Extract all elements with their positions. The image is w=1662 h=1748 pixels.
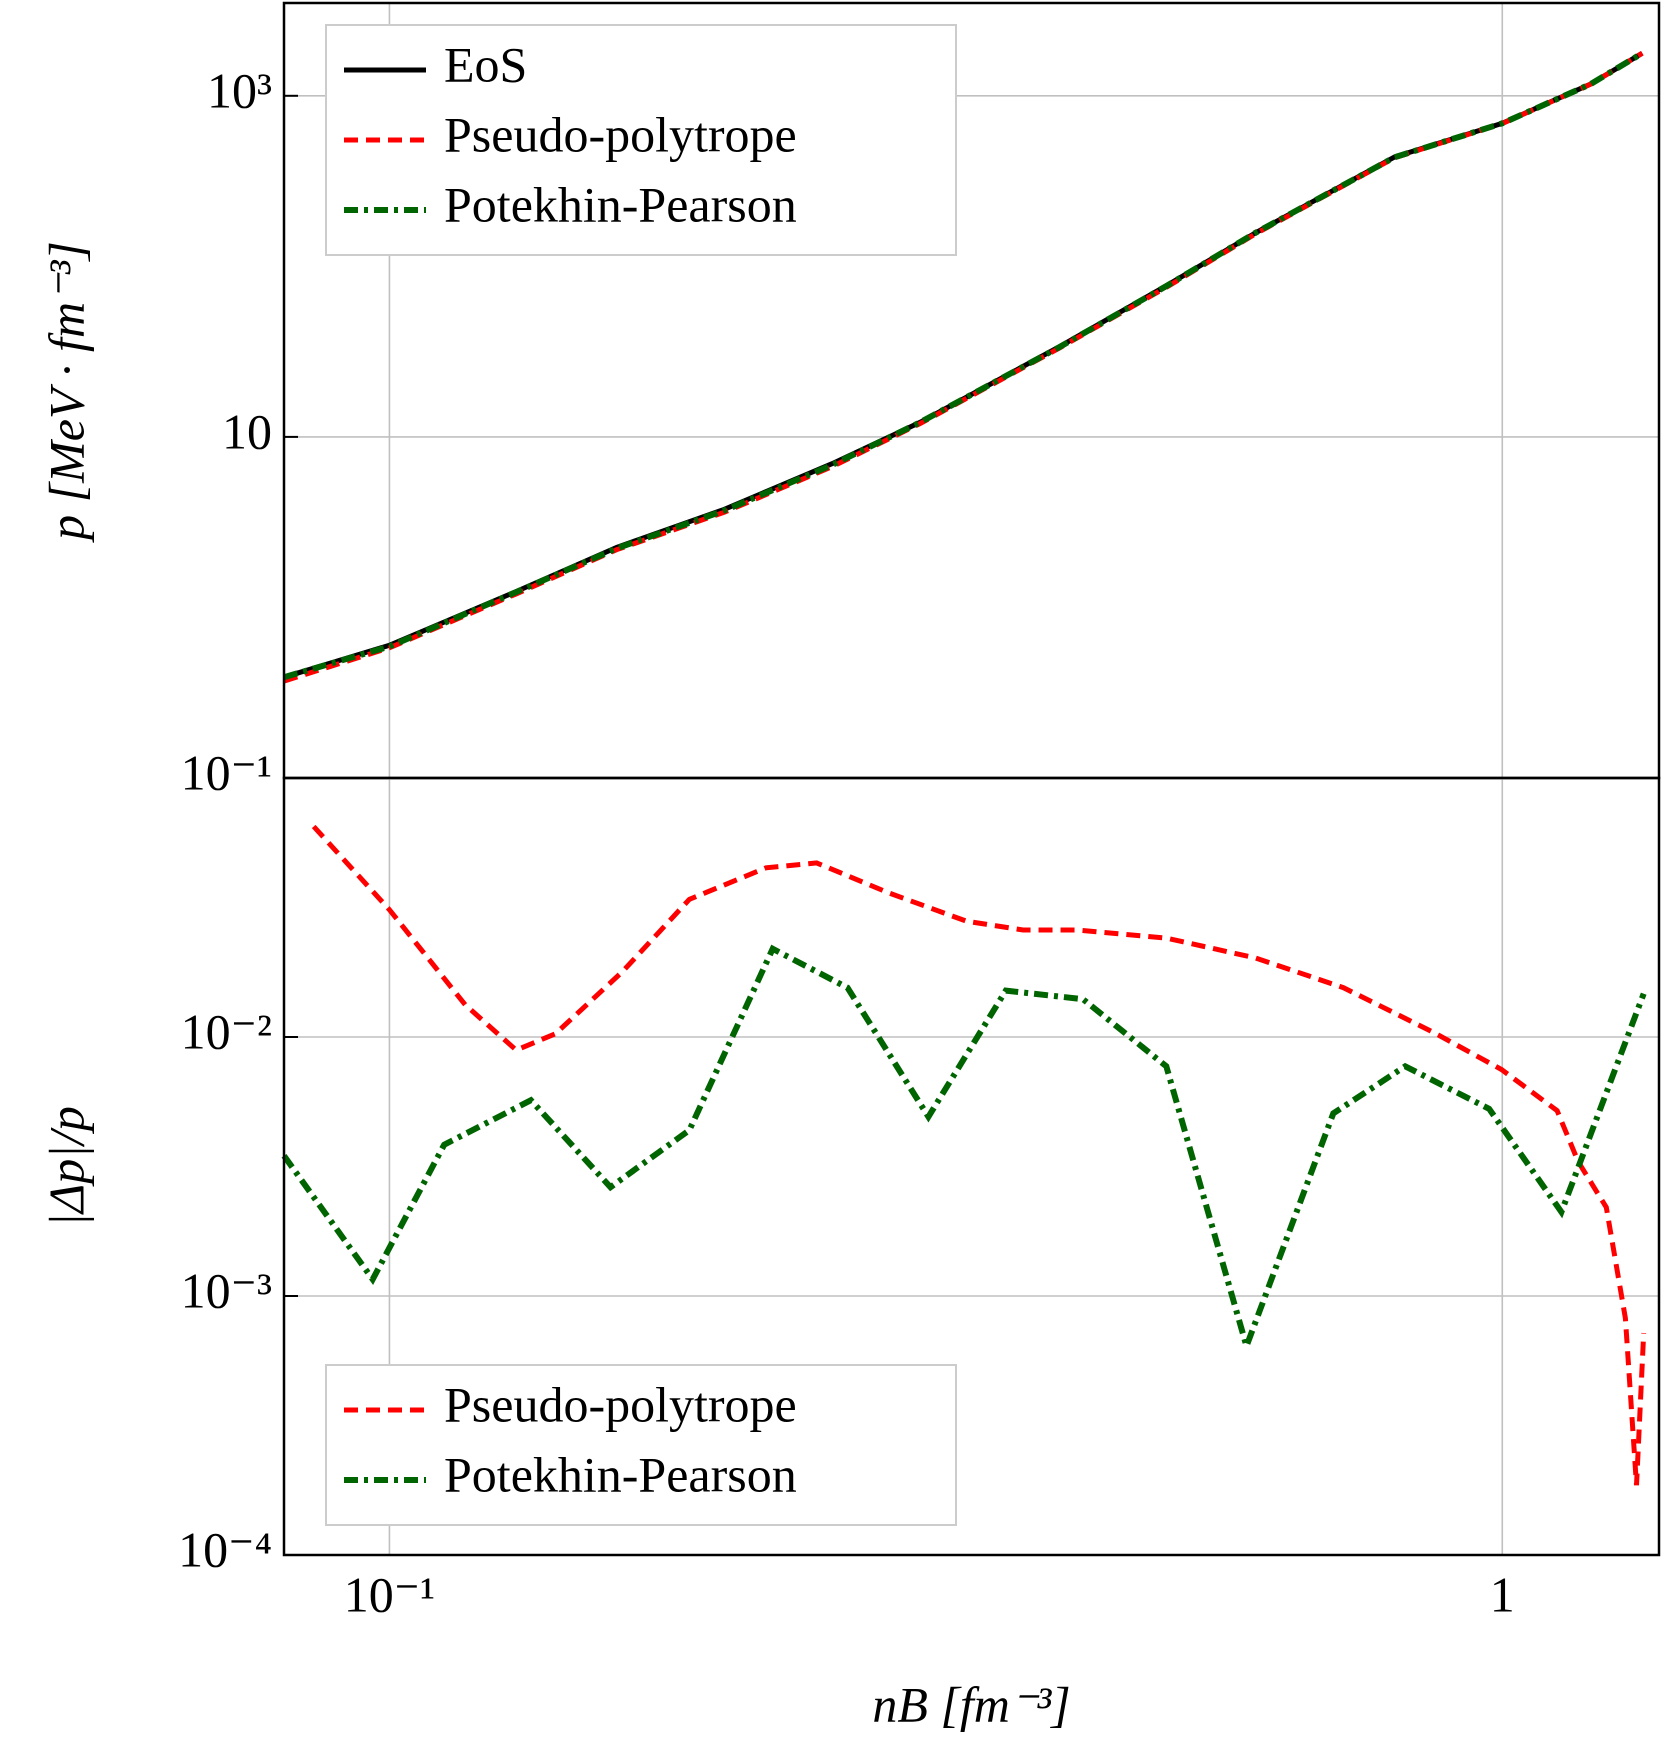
legend: Pseudo-polytrope Potekhin-Pearson: [325, 1364, 957, 1526]
y-axis-label: |Δp|/p: [38, 1106, 94, 1227]
series-line: [311, 824, 1647, 1486]
y-tick-label: 10⁻²: [181, 1003, 272, 1059]
y-tick-label: 10³: [207, 62, 272, 118]
x-axis-label: nB [fm⁻³]: [872, 1676, 1070, 1732]
series-line: [283, 50, 1644, 681]
legend-box: [325, 24, 957, 256]
y-axis-label: p [MeV · fm⁻³]: [38, 241, 94, 543]
legend-label: Potekhin-Pearson: [444, 176, 797, 232]
x-tick-label: 10⁻¹: [344, 1566, 435, 1622]
legend-box: [325, 1364, 957, 1526]
x-tick-label: 1: [1490, 1566, 1515, 1622]
legend-label: Pseudo-polytrope: [444, 1376, 797, 1432]
series-line: [281, 944, 1647, 1356]
y-tick-label: 10⁻³: [181, 1262, 272, 1318]
legend: EoS Pseudo-polytrope Potekhin-Pearson: [325, 24, 957, 256]
y-tick-label: 10⁻⁴: [178, 1521, 272, 1577]
legend-label: Potekhin-Pearson: [444, 1446, 797, 1502]
legend-label: Pseudo-polytrope: [444, 106, 797, 162]
y-tick-label: 10⁻¹: [181, 744, 272, 800]
plot-frame: [282, 776, 1661, 1557]
legend-label: EoS: [444, 36, 527, 92]
y-tick-label: 10: [222, 403, 272, 459]
